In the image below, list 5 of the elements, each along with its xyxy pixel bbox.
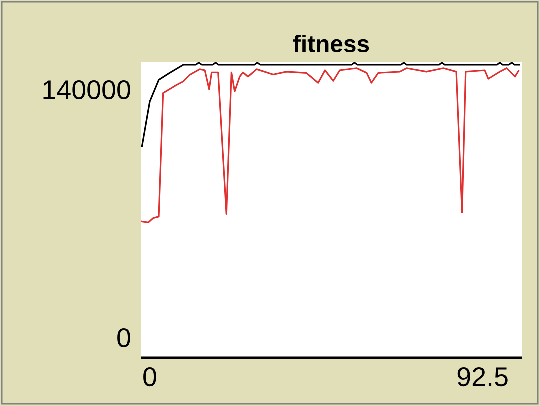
x-tick-label: 92.5 [458,368,508,387]
line-series [141,62,522,148]
line-series [140,68,520,224]
y-tick-label: 140000 [44,80,130,100]
chart-title: fitness [293,34,370,52]
